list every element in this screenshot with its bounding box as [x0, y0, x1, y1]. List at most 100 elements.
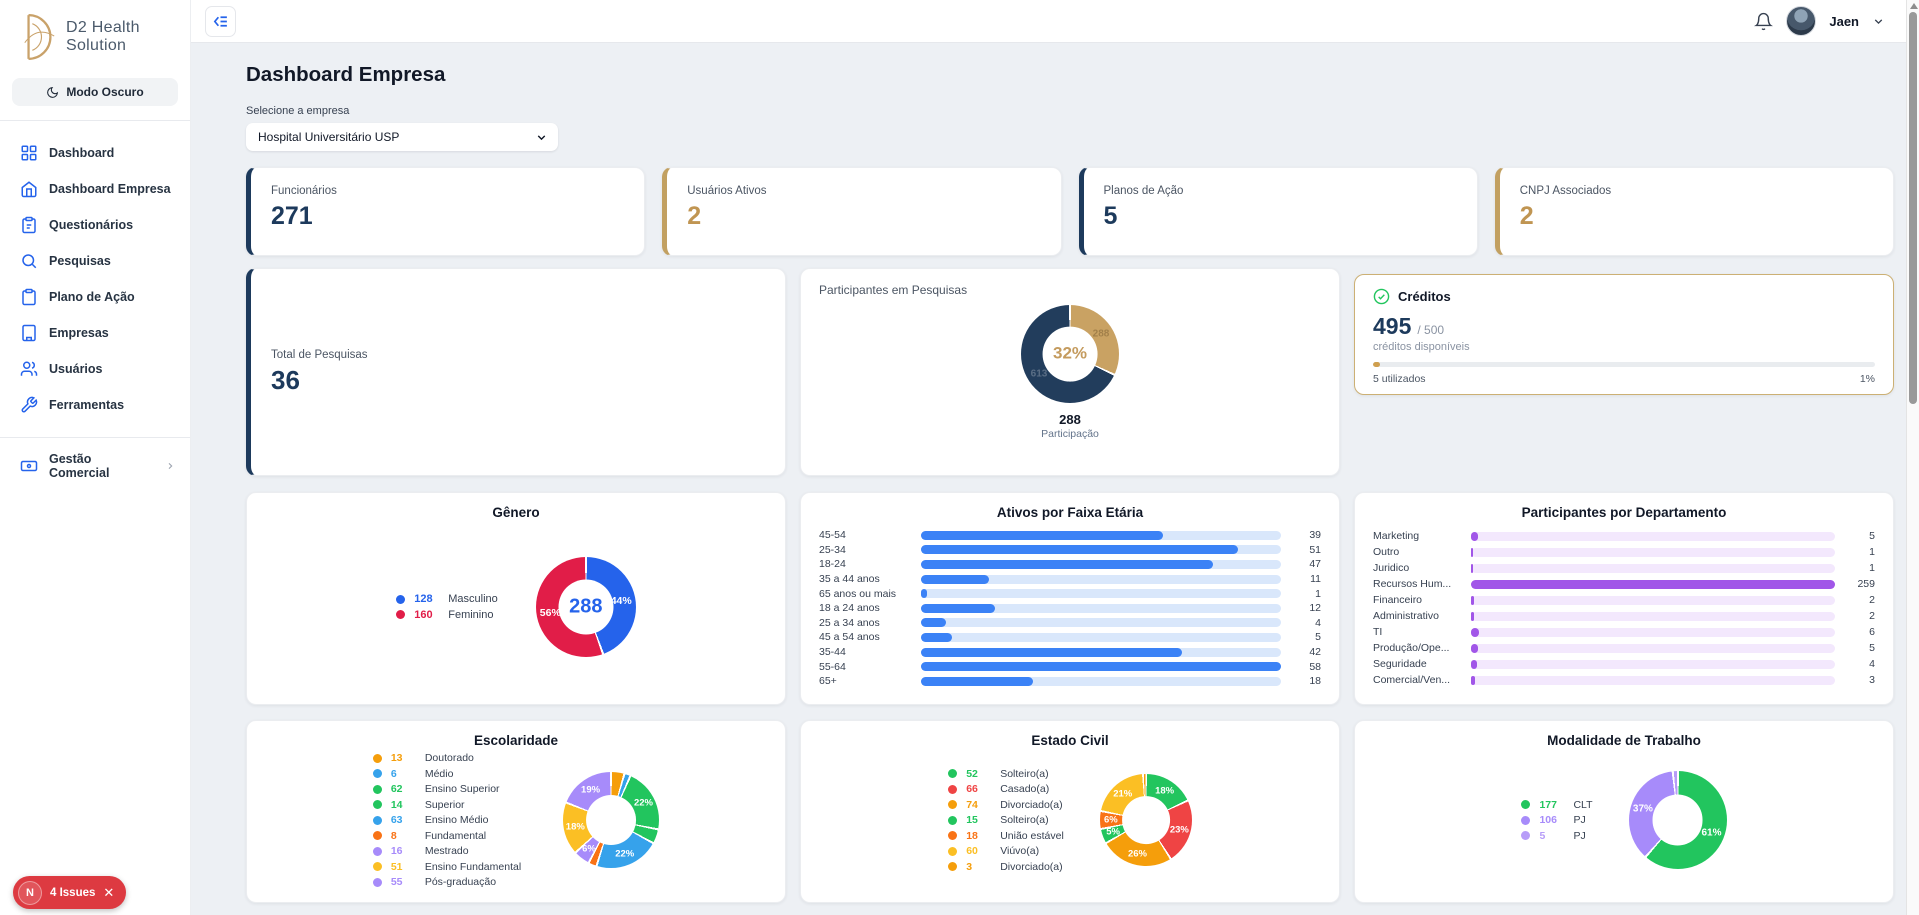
- bar-row: 65+ 18: [819, 675, 1321, 688]
- sidebar-item-empresas[interactable]: Empresas: [0, 315, 190, 351]
- estado-civil-card: Estado Civil 52 Solteiro(a) 66 Casado(a) 74 D…: [800, 720, 1340, 903]
- total-pesquisas-card: Total de Pesquisas 36: [246, 268, 786, 476]
- legend-dot-icon: [948, 846, 958, 856]
- clipboard-icon: [20, 288, 38, 306]
- legend-dot-icon: [372, 846, 382, 856]
- sidebar-item-plano-de-acao[interactable]: Plano de Ação: [0, 279, 190, 315]
- stat-card-funcionarios: Funcionários 271: [246, 167, 646, 256]
- participantes-total: 288: [1059, 412, 1081, 427]
- chevron-right-icon: [168, 462, 173, 470]
- creditos-caption: créditos disponíveis: [1373, 341, 1470, 353]
- stat-cards-row: Funcionários 271 Usuários Ativos 2 Plano…: [246, 167, 1894, 256]
- avatar[interactable]: [1786, 6, 1817, 36]
- legend-dot-icon: [372, 831, 382, 840]
- donut-slice-label: 18%: [1155, 785, 1175, 796]
- bar-row: 45 a 54 anos 5: [819, 631, 1321, 644]
- escolaridade-card: Escolaridade 13 Doutorado 6 Médio 62 Ensino S…: [246, 720, 786, 903]
- legend-item: 5 PJ: [1521, 830, 1592, 842]
- moon-icon: [47, 86, 59, 98]
- sidebar-item-questionarios[interactable]: Questionários: [0, 207, 190, 243]
- creditos-used: 5 utilizados: [1373, 373, 1426, 385]
- stat-card-planos-de-acao: Planos de Ação 5: [1078, 167, 1478, 256]
- departamento-bar-chart: Marketing 5 Outro 1 Juridico 1 Recursos Hum...…: [1373, 528, 1875, 688]
- brand-mark-icon: [24, 14, 55, 60]
- creditos-value: 495: [1373, 313, 1412, 339]
- legend-dot-icon: [372, 800, 382, 809]
- sidebar-item-usuarios[interactable]: Usuários: [0, 351, 190, 387]
- legend-dot-icon: [1521, 800, 1531, 809]
- chart-title: Modalidade de Trabalho: [1547, 733, 1701, 748]
- legend-dot-icon: [372, 769, 382, 778]
- sidebar-collapse-button[interactable]: [205, 5, 236, 37]
- sidebar-item-ferramentas[interactable]: Ferramentas: [0, 387, 190, 423]
- donut-slice-label: 18%: [565, 821, 585, 833]
- donut-slice-label: 37%: [1632, 803, 1653, 815]
- creditos-card: Créditos 495 / 500 créditos disponíveis …: [1354, 274, 1894, 395]
- legend-dot-icon: [372, 784, 382, 794]
- chevron-down-icon[interactable]: [1872, 15, 1885, 28]
- wrench-icon: [20, 396, 38, 414]
- nextjs-logo-icon: N: [18, 880, 42, 905]
- charts-row-1: Gênero 128 Masculino 160 Feminino 288 44% 56%…: [246, 492, 1894, 705]
- scroll-up-arrow-icon[interactable]: [1910, 3, 1918, 9]
- card-title: Créditos: [1398, 289, 1451, 304]
- dev-issues-badge[interactable]: N 4 Issues ✕: [13, 876, 127, 909]
- legend-dot-icon: [372, 877, 382, 887]
- brand-text: D2 Health Solution: [66, 18, 140, 54]
- sidebar-item-pesquisas[interactable]: Pesquisas: [0, 243, 190, 279]
- sidebar-item-dashboard-empresa[interactable]: Dashboard Empresa: [0, 171, 190, 207]
- bar-row: 65 anos ou mais 1: [819, 587, 1321, 600]
- modalidade-legend: 177 CLT 106 PJ 5 PJ: [1521, 795, 1593, 845]
- bell-icon: [1754, 12, 1774, 30]
- sidebar-item-dashboard[interactable]: Dashboard: [0, 135, 190, 171]
- participantes-donut-chart: 32% 288 613: [1021, 305, 1119, 403]
- main-area: Jaen Dashboard Empresa Selecione a empre…: [191, 0, 1919, 915]
- divider: [0, 437, 190, 438]
- users-icon: [20, 360, 38, 378]
- legend-item: 51 Ensino Fundamental: [372, 861, 521, 873]
- close-icon[interactable]: ✕: [103, 885, 115, 900]
- legend-item: 74 Divorciado(a): [948, 799, 1064, 811]
- legend-item: 63 Ensino Médio: [372, 814, 521, 826]
- chevron-down-icon: [537, 134, 546, 140]
- donut-slice-label: 22%: [615, 848, 635, 860]
- donut-slice-label: 6%: [582, 843, 596, 855]
- chart-title: Participantes por Departamento: [1521, 505, 1727, 520]
- legend-dot-icon: [948, 831, 958, 840]
- bar-row: 35 a 44 anos 11: [819, 573, 1321, 586]
- legend-item: 8 Fundamental: [372, 830, 521, 842]
- sidebar-item-gestao-comercial[interactable]: Gestão Comercial: [0, 448, 190, 484]
- company-select[interactable]: Hospital Universitário USP: [246, 123, 558, 151]
- legend-item: 18 União estável: [948, 830, 1064, 842]
- modalidade-card: Modalidade de Trabalho 177 CLT 106 PJ 5 PJ 61…: [1354, 720, 1894, 903]
- legend-item: 62 Ensino Superior: [372, 783, 521, 795]
- charts-row-2: Escolaridade 13 Doutorado 6 Médio 62 Ensino S…: [246, 720, 1894, 903]
- genero-donut-chart: 288 44% 56%: [535, 557, 636, 657]
- bar-row: 55-64 58: [819, 660, 1321, 673]
- bar-row: Administrativo 2: [1373, 610, 1875, 622]
- donut-slice-label: 22%: [633, 797, 654, 809]
- notifications-button[interactable]: [1754, 12, 1774, 31]
- bar-row: Juridico 1: [1373, 562, 1875, 574]
- legend-dot-icon: [1521, 831, 1531, 840]
- bar-row: Produção/Ope... 5: [1373, 642, 1875, 654]
- donut-slice-label: 61%: [1701, 827, 1722, 839]
- search-icon: [20, 252, 38, 270]
- scrollbar-thumb[interactable]: [1909, 12, 1917, 404]
- legend-item: 6 Médio: [372, 768, 521, 780]
- legend-dot-icon: [948, 815, 958, 825]
- user-name[interactable]: Jaen: [1829, 13, 1859, 29]
- bar-row: TI 6: [1373, 626, 1875, 638]
- donut-slice-label: 44%: [610, 594, 632, 607]
- genero-legend: 128 Masculino 160 Feminino: [396, 590, 498, 625]
- summary-row: Total de Pesquisas 36 Participantes em P…: [246, 268, 1894, 476]
- bar-row: Financeiro 2: [1373, 594, 1875, 606]
- faixa-etaria-bar-chart: 45-54 39 25-34 51 18-24 47 35 a 44 anos 11 65 an…: [819, 528, 1321, 689]
- dark-mode-toggle[interactable]: Modo Oscuro: [12, 78, 178, 106]
- legend-item: 52 Solteiro(a): [948, 768, 1064, 780]
- legend-dot-icon: [948, 800, 958, 809]
- legend-dot-icon: [948, 784, 958, 794]
- home-icon: [20, 180, 38, 198]
- bar-row: 45-54 39: [819, 529, 1321, 542]
